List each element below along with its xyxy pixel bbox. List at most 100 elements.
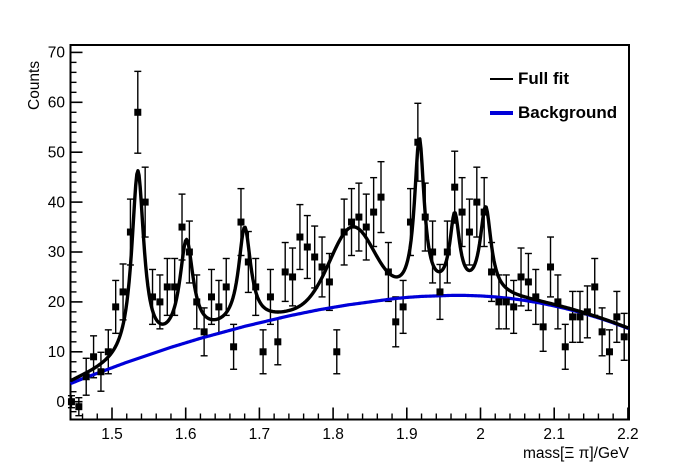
data-point	[443, 248, 451, 256]
legend-item-full-fit: Full fit	[490, 68, 617, 90]
data-point	[569, 313, 577, 321]
data-point	[178, 223, 186, 231]
data-point	[510, 303, 518, 311]
data-point	[429, 248, 437, 256]
data-point	[451, 183, 459, 191]
data-point	[311, 253, 319, 261]
y-tick-label: 0	[56, 394, 65, 411]
data-point	[598, 328, 606, 336]
data-point	[274, 338, 282, 346]
data-point	[215, 303, 223, 311]
y-axis-title: Counts	[26, 60, 43, 110]
data-point	[473, 198, 481, 206]
data-point	[237, 218, 245, 226]
y-tick-label: 50	[48, 144, 66, 161]
data-point	[517, 273, 525, 281]
data-point	[502, 298, 510, 306]
data-point	[561, 343, 569, 351]
data-point	[318, 263, 326, 271]
data-point	[340, 228, 348, 236]
data-point	[362, 223, 370, 231]
data-point	[134, 108, 142, 116]
x-tick-label: 1.9	[396, 426, 418, 443]
data-point	[488, 268, 496, 276]
data-point	[384, 268, 392, 276]
data-point	[119, 288, 127, 296]
background-line-swatch	[490, 111, 513, 115]
data-point	[576, 313, 584, 321]
x-tick-label: 2	[476, 426, 485, 443]
data-point	[392, 318, 400, 326]
data-point	[539, 323, 547, 331]
data-point	[252, 283, 260, 291]
data-point	[289, 273, 297, 281]
data-point	[156, 298, 164, 306]
x-tick-label: 1.8	[322, 426, 344, 443]
x-tick-label: 1.5	[101, 426, 123, 443]
data-point	[303, 243, 311, 251]
data-point	[524, 278, 532, 286]
x-axis-title: mass[Ξ π]/GeV	[522, 445, 629, 462]
y-tick-label: 60	[48, 95, 66, 112]
data-point	[458, 208, 466, 216]
x-tick-label: 2.1	[543, 426, 565, 443]
data-point	[90, 353, 98, 361]
data-point	[266, 293, 274, 301]
x-tick-label: 1.6	[175, 426, 197, 443]
data-point	[200, 328, 208, 336]
data-point	[193, 298, 201, 306]
data-point	[414, 138, 422, 146]
legend-item-background: Background	[490, 102, 617, 124]
legend-label-background: Background	[518, 103, 618, 122]
data-point	[348, 218, 356, 226]
data-point	[207, 293, 215, 301]
data-point	[104, 348, 112, 356]
data-point	[583, 308, 591, 316]
y-tick-label: 30	[48, 244, 66, 261]
data-point	[259, 348, 267, 356]
y-tick-label: 10	[48, 344, 66, 361]
data-point	[399, 303, 407, 311]
data-point	[547, 263, 555, 271]
data-point	[554, 298, 562, 306]
data-point	[281, 268, 289, 276]
data-point	[126, 228, 134, 236]
data-point	[436, 288, 444, 296]
legend: Full fit Background	[490, 68, 617, 136]
y-tick-label: 20	[48, 294, 66, 311]
data-point	[605, 348, 613, 356]
legend-label-full-fit: Full fit	[518, 69, 569, 88]
data-point	[406, 218, 414, 226]
data-point	[480, 208, 488, 216]
y-tick-label: 70	[48, 45, 66, 62]
data-point	[222, 283, 230, 291]
data-point	[171, 283, 179, 291]
data-point	[377, 193, 385, 201]
data-point	[333, 348, 341, 356]
data-point	[97, 368, 105, 376]
y-tick-label: 40	[48, 194, 66, 211]
data-point	[620, 333, 628, 341]
x-tick-label: 2.2	[617, 426, 639, 443]
data-point	[75, 403, 83, 411]
data-point	[163, 283, 171, 291]
data-point	[421, 213, 429, 221]
data-point	[325, 278, 333, 286]
data-point	[244, 258, 252, 266]
data-point	[67, 398, 75, 406]
data-point	[141, 198, 149, 206]
data-point	[355, 213, 363, 221]
background-curve	[69, 293, 630, 386]
data-point	[185, 248, 193, 256]
x-tick-label: 1.7	[249, 426, 271, 443]
data-point	[370, 208, 378, 216]
data-point	[495, 298, 503, 306]
data-point	[591, 283, 599, 291]
data-point	[230, 343, 238, 351]
full-fit-line-swatch	[490, 78, 513, 80]
data-point	[465, 228, 473, 236]
data-point	[82, 373, 90, 381]
data-point	[532, 293, 540, 301]
